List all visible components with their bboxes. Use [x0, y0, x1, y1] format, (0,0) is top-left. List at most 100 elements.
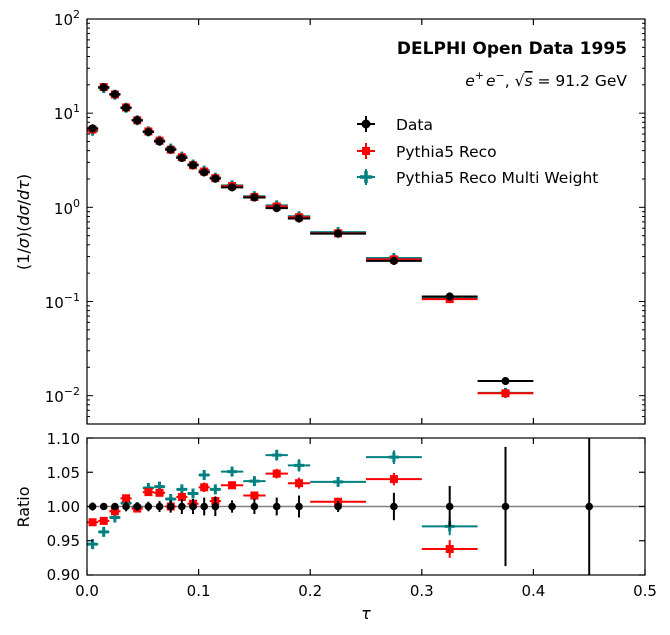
- top-point-data: [501, 377, 510, 386]
- ratio-ytick-label-0.95: 0.95: [47, 532, 80, 550]
- ratio-ytick-label-1.10: 1.10: [47, 430, 80, 448]
- ratio-point-data: [272, 502, 281, 511]
- top-point-data: [166, 145, 175, 154]
- top-series-data: [87, 83, 534, 386]
- ratio-point-data: [585, 502, 593, 511]
- top-point-data: [334, 229, 343, 238]
- ratio-point-multi: [199, 469, 210, 480]
- ratio-point-data: [211, 502, 220, 511]
- xlabel: τ: [361, 604, 371, 623]
- top-point-data: [133, 116, 142, 125]
- ratio-point-reco: [445, 544, 454, 553]
- top-point-data: [122, 103, 131, 112]
- top-point-data: [144, 128, 153, 137]
- ratio-point-reco: [200, 483, 209, 492]
- top-point-data: [110, 90, 119, 99]
- ratio-point-reco: [155, 488, 164, 497]
- ratio-series-multi: [87, 449, 478, 550]
- top-point-data: [155, 137, 164, 146]
- ratio-point-data: [111, 502, 119, 511]
- xtick-label-0.5: 0.5: [633, 582, 657, 600]
- xtick-label-0.3: 0.3: [410, 582, 434, 600]
- ratio-point-reco: [389, 475, 398, 484]
- ratio-point-data: [295, 502, 303, 511]
- ytick-label-1e2: 102: [54, 8, 80, 29]
- ratio-point-multi: [188, 488, 199, 499]
- xtick-label-0.2: 0.2: [298, 582, 322, 600]
- ratio-point-data: [200, 502, 208, 511]
- legend-marker-reco: [357, 143, 375, 159]
- ratio-point-data: [133, 502, 142, 511]
- chart-title: DELPHI Open Data 1995: [397, 39, 627, 59]
- ratio-ylabel: Ratio: [14, 486, 33, 527]
- ratio-point-data: [99, 502, 108, 511]
- ratio-series-data: [88, 438, 593, 575]
- ratio-point-multi: [210, 484, 221, 495]
- ratio-point-data: [155, 502, 164, 511]
- legend-marker-data: [357, 116, 375, 132]
- top-point-data: [211, 174, 220, 183]
- ratio-panel: 0.90 0.95 1.00 1.05 1.10 0.0 0.1 0.2 0.3…: [14, 430, 657, 623]
- ratio-point-data: [178, 502, 186, 511]
- distribution-frame: [86, 18, 646, 425]
- distribution-ylabel: (1/σ)(dσ/dτ): [14, 174, 33, 270]
- ytick-label-1e-2: 10−2: [45, 385, 80, 406]
- top-point-data: [177, 153, 186, 162]
- ratio-point-multi: [249, 476, 260, 487]
- ratio-point-multi: [271, 450, 282, 461]
- top-point-data: [389, 256, 398, 265]
- ratio-point-data: [189, 502, 197, 511]
- ratio-point-reco: [228, 481, 237, 490]
- distribution-marks: [87, 83, 534, 398]
- ratio-point-reco: [272, 469, 281, 478]
- ratio-point-reco: [295, 479, 304, 488]
- ratio-series-reco: [87, 468, 478, 558]
- ratio-point-multi: [227, 466, 238, 477]
- ratio-point-data: [166, 502, 175, 511]
- ratio-point-reco: [99, 516, 108, 525]
- ytick-label-1e0: 100: [54, 197, 80, 218]
- ratio-frame: [86, 437, 646, 576]
- ratio-point-data: [334, 502, 342, 511]
- legend-label-data: Data: [396, 116, 433, 134]
- ratio-point-reco: [144, 488, 153, 497]
- ratio-point-reco: [88, 518, 97, 527]
- legend: Data Pythia5 Reco Pythia5 Reco Multi Wei…: [357, 116, 598, 187]
- top-point-reco: [501, 389, 510, 398]
- ratio-point-data: [501, 502, 510, 511]
- top-point-data: [88, 124, 97, 133]
- xtick-label-0.1: 0.1: [187, 582, 211, 600]
- top-point-data: [200, 168, 209, 177]
- legend-label-multi: Pythia5 Reco Multi Weight: [396, 169, 598, 187]
- top-series-reco: [87, 83, 534, 398]
- top-point-data: [99, 83, 108, 92]
- ratio-point-multi: [98, 526, 109, 537]
- ratio-point-multi: [388, 452, 399, 463]
- ratio-ytick-label-1.00: 1.00: [47, 498, 80, 516]
- xtick-label-0.0: 0.0: [75, 582, 99, 600]
- top-point-data: [228, 183, 237, 192]
- ytick-label-1e-1: 10−1: [45, 291, 80, 312]
- ratio-point-reco: [250, 491, 259, 500]
- ratio-point-multi: [333, 476, 344, 487]
- ratio-point-data: [390, 502, 398, 511]
- legend-label-reco: Pythia5 Reco: [396, 143, 497, 161]
- ratio-point-multi: [294, 460, 305, 471]
- top-point-data: [189, 161, 198, 170]
- ratio-marks: [87, 438, 593, 575]
- chart-subtitle: e+ e−, √s = 91.2 GeV: [465, 69, 627, 90]
- ratio-ytick-label-1.05: 1.05: [47, 464, 80, 482]
- ratio-point-reco: [110, 507, 119, 516]
- ytick-label-1e1: 101: [54, 102, 80, 123]
- ratio-point-data: [250, 502, 259, 511]
- top-series-multi: [87, 83, 534, 398]
- top-point-data: [295, 214, 304, 223]
- xtick-label-0.4: 0.4: [521, 582, 545, 600]
- distribution-panel: 10−2 10−1 100 101 102 (1/σ)(dσ/dτ) DELPH…: [14, 8, 646, 425]
- top-point-data: [445, 292, 454, 301]
- ratio-point-data: [228, 502, 236, 511]
- ratio-point-data: [144, 502, 153, 511]
- legend-marker-multi: [357, 169, 375, 185]
- ratio-point-reco: [177, 492, 186, 501]
